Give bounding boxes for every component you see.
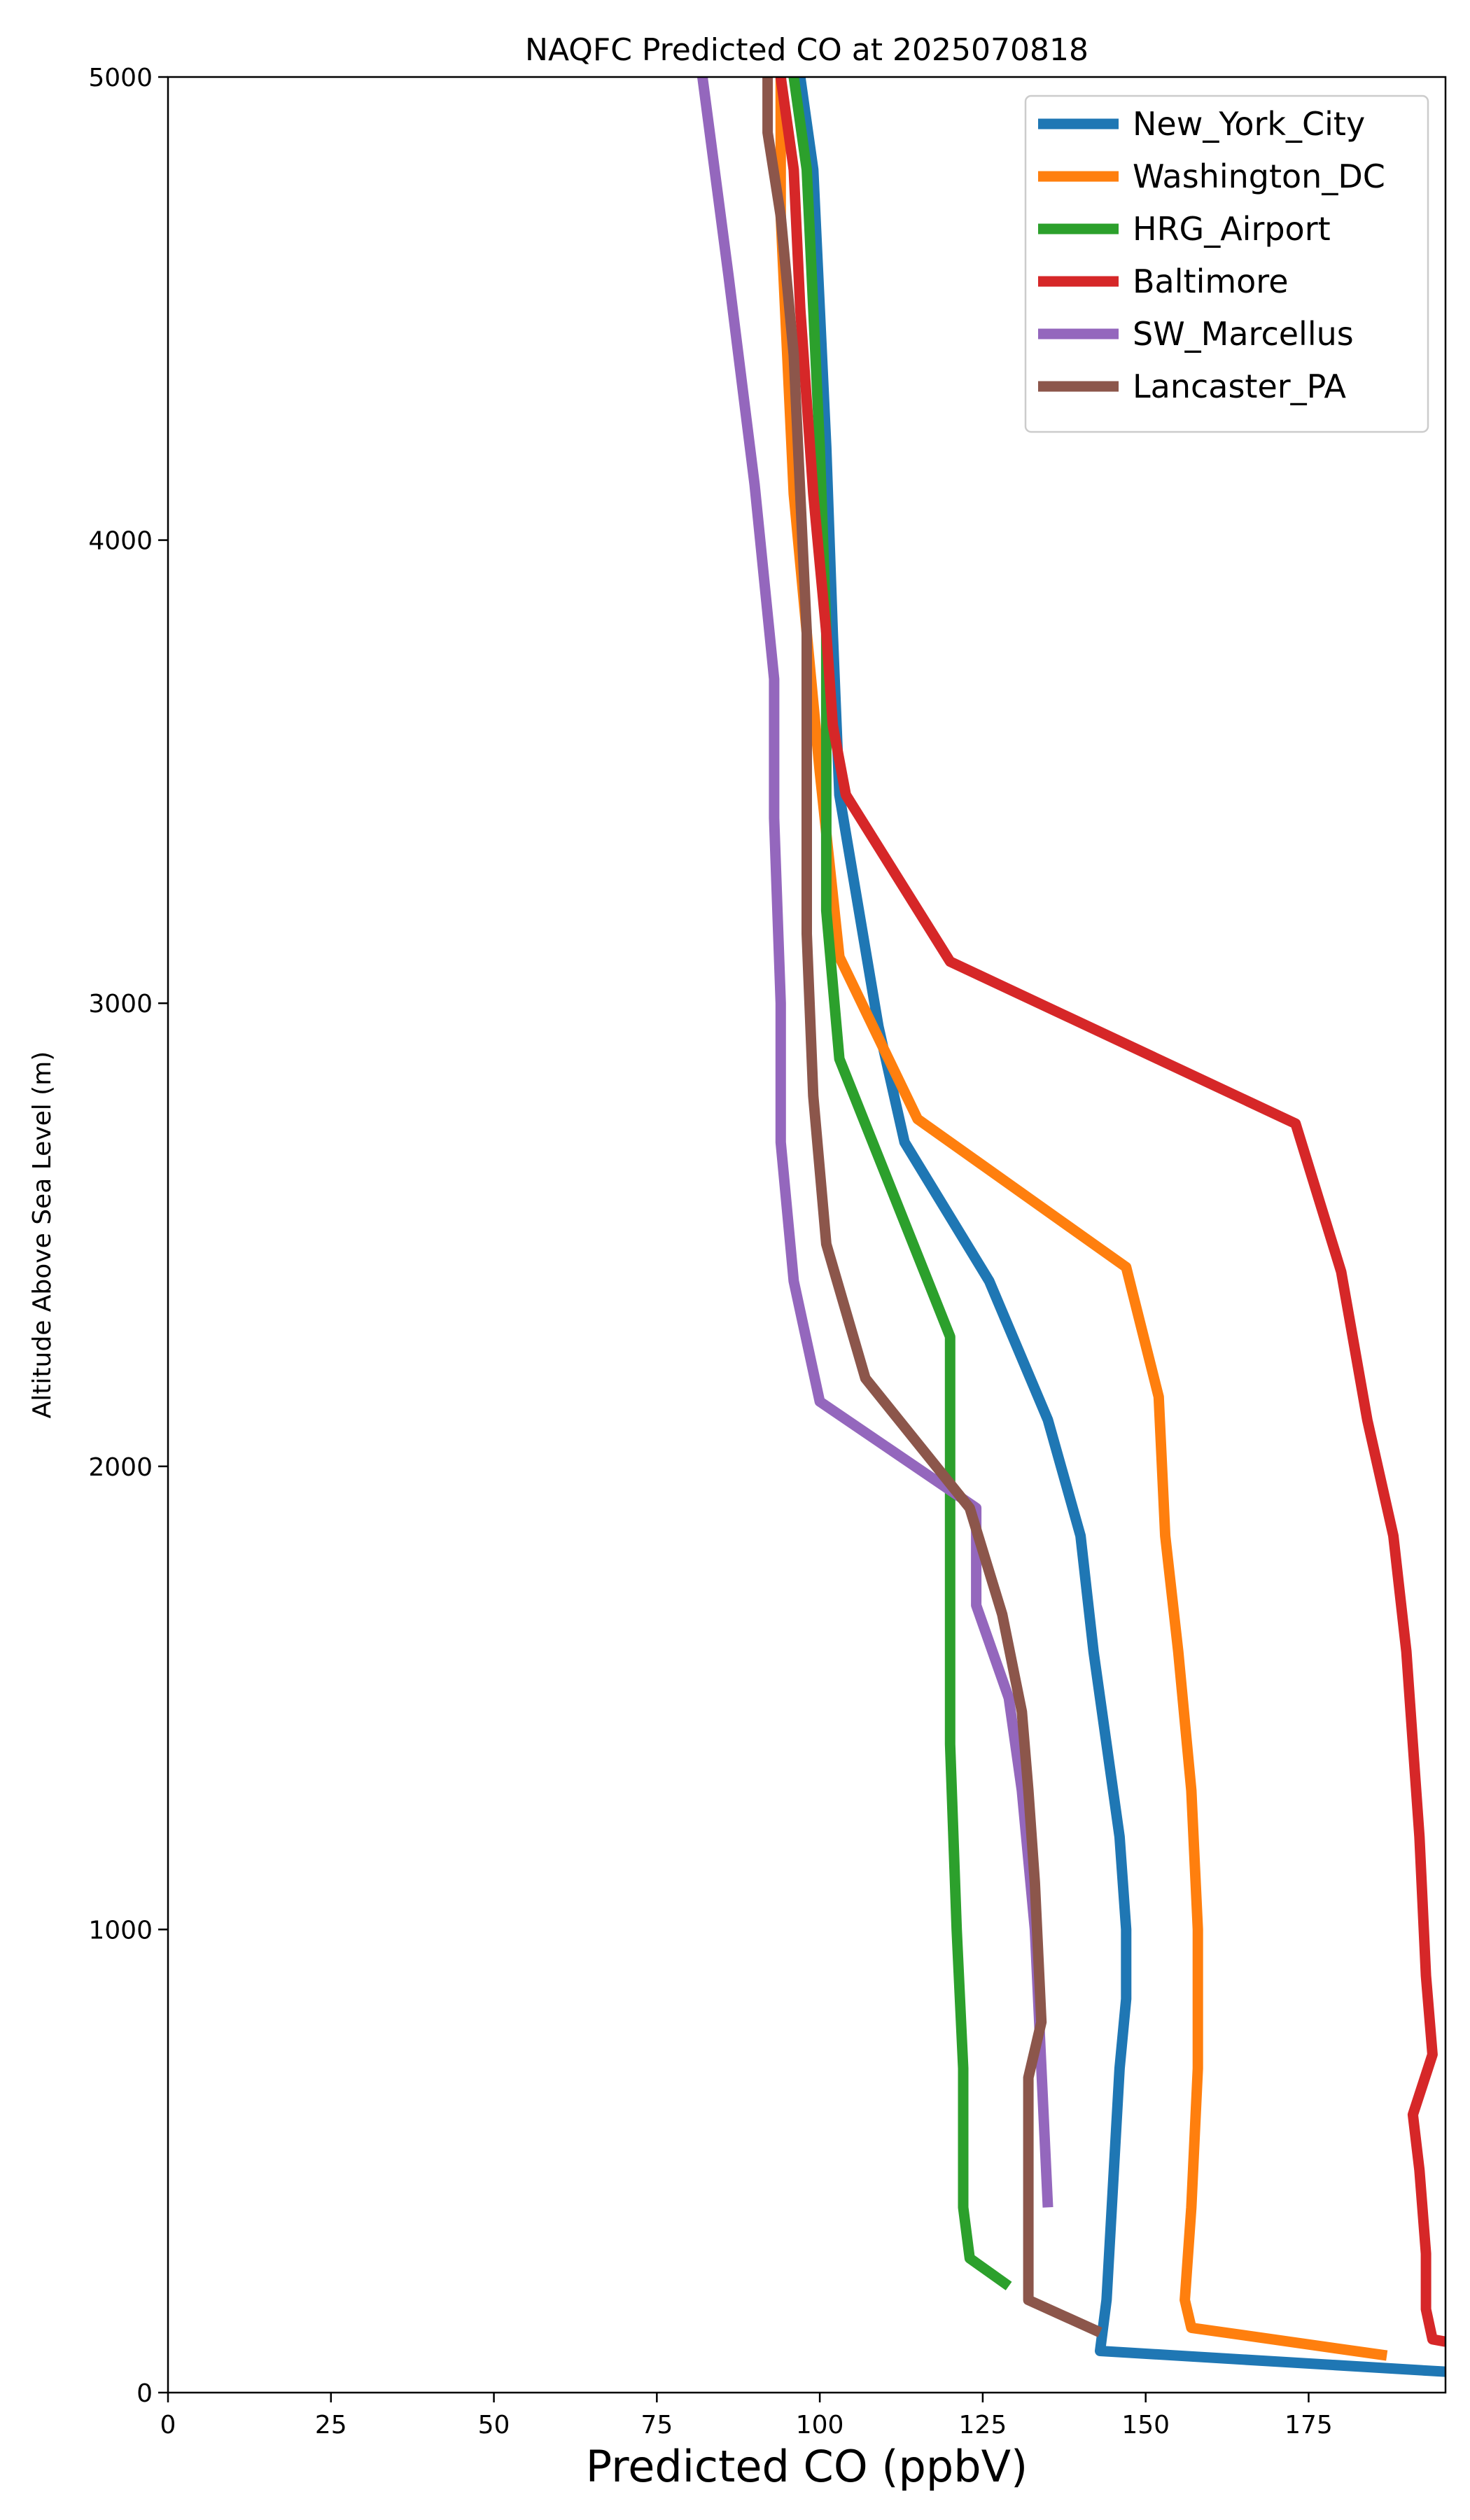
legend-label: SW_Marcellus <box>1133 315 1354 353</box>
y-tick-label: 1000 <box>88 1916 153 1945</box>
x-tick-label: 150 <box>1121 2411 1170 2440</box>
y-axis-ticks: 0 1000 2000 3000 4000 5000 <box>88 64 168 2408</box>
x-tick-label: 0 <box>160 2411 176 2440</box>
legend-label: HRG_Airport <box>1133 210 1331 248</box>
x-tick-label: 125 <box>959 2411 1007 2440</box>
series-line-hrg-airport <box>788 77 1012 2290</box>
series-line-baltimore <box>775 77 1446 2347</box>
x-axis-label: Predicted CO (ppbV) <box>586 2441 1028 2492</box>
x-tick-label: 50 <box>478 2411 510 2440</box>
legend: New_York_City Washington_DC HRG_Airport Bal… <box>1024 94 1429 433</box>
x-axis-ticks: 0 25 50 75 100 125 150 175 <box>160 2393 1333 2440</box>
legend-frame <box>1024 94 1429 433</box>
series-layer <box>697 77 1446 2377</box>
y-tick-label: 3000 <box>88 990 153 1018</box>
chart-title: NAQFC Predicted CO at 2025070818 <box>525 32 1088 68</box>
legend-label: Baltimore <box>1133 262 1289 300</box>
plot-area-frame <box>167 76 1447 2394</box>
x-tick-label: 75 <box>640 2411 673 2440</box>
y-tick-label: 2000 <box>88 1453 153 1482</box>
y-axis-label: Altitude Above Sea Level (m) <box>28 1051 57 1419</box>
legend-label: Lancaster_PA <box>1133 368 1346 405</box>
series-line-new-york-city <box>794 77 1446 2377</box>
legend-label: Washington_DC <box>1133 158 1385 195</box>
x-tick-label: 100 <box>796 2411 844 2440</box>
y-tick-label: 5000 <box>88 64 153 92</box>
series-line-lancaster-pa <box>762 77 1102 2337</box>
y-tick-label: 0 <box>136 2379 153 2408</box>
y-tick-label: 4000 <box>88 527 153 556</box>
x-tick-label: 25 <box>315 2411 347 2440</box>
x-tick-label: 175 <box>1284 2411 1333 2440</box>
series-line-washington-dc <box>775 77 1388 2361</box>
legend-label: New_York_City <box>1133 105 1365 143</box>
